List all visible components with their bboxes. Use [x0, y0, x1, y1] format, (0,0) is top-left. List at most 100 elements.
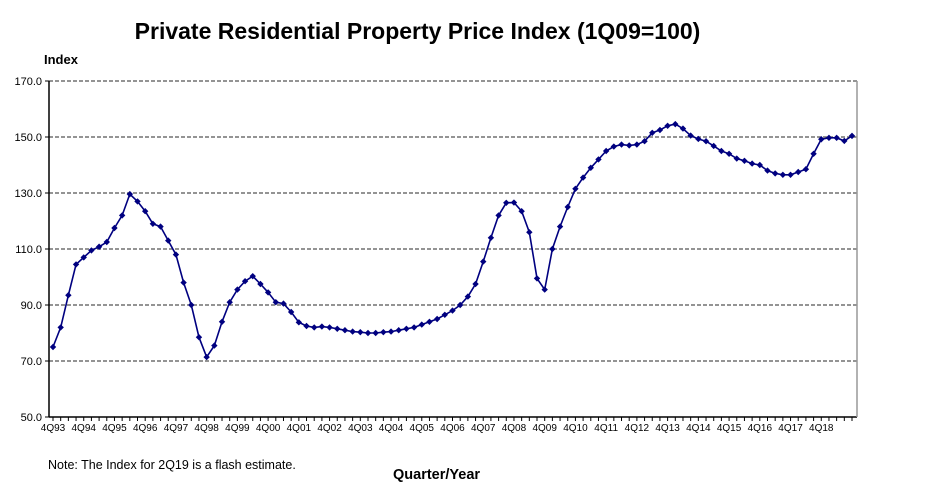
x-tick-label: 4Q13 [655, 423, 680, 434]
data-point [579, 174, 587, 181]
data-point [487, 234, 495, 241]
x-tick-label: 4Q96 [133, 423, 158, 434]
data-point [533, 275, 541, 282]
data-point [311, 324, 318, 331]
data-point [341, 327, 349, 334]
x-tick-label: 4Q09 [532, 423, 557, 434]
data-point [149, 220, 157, 227]
data-point [587, 164, 594, 171]
data-point [718, 147, 725, 155]
x-tick-label: 4Q99 [225, 423, 250, 434]
data-point [456, 301, 464, 309]
data-point [172, 251, 180, 258]
data-point [141, 208, 149, 215]
data-point [111, 224, 118, 232]
data-point [748, 160, 756, 167]
x-tick-label: 4Q11 [594, 423, 618, 434]
y-tick-label: 50.0 [21, 412, 42, 424]
x-tick-label: 4Q93 [41, 423, 66, 434]
data-point [733, 155, 740, 162]
data-point [264, 289, 272, 296]
data-point [526, 229, 533, 236]
data-point [364, 329, 372, 337]
data-point [165, 237, 172, 244]
data-point [449, 307, 456, 314]
data-point [134, 198, 141, 205]
data-point [725, 150, 733, 157]
data-point [441, 311, 449, 318]
x-tick-label: 4Q07 [471, 423, 496, 434]
data-point [802, 166, 810, 173]
data-point [287, 308, 295, 316]
x-tick-label: 4Q10 [563, 423, 588, 434]
series-line [52, 123, 853, 359]
x-tick-label: 4Q03 [348, 423, 373, 434]
y-tick-label: 110.0 [15, 244, 42, 256]
y-axis-ticks: 50.0 70.0 90.0 110.0 130.0 150.0 170.0 [14, 76, 49, 424]
data-point [295, 319, 303, 326]
x-tick-label: 4Q12 [625, 423, 650, 434]
x-axis-label: Quarter/Year [393, 467, 481, 483]
data-point [810, 150, 817, 157]
x-tick-label: 4Q06 [440, 423, 465, 434]
data-point [203, 353, 210, 361]
data-point [756, 161, 764, 169]
data-point [249, 272, 256, 280]
data-point [664, 122, 671, 129]
x-tick-label: 4Q98 [194, 423, 219, 434]
chart-title: Private Residential Property Price Index… [134, 18, 701, 44]
data-point [410, 324, 418, 331]
data-point [195, 334, 203, 341]
data-point [464, 293, 472, 300]
data-point [188, 301, 195, 309]
data-point [65, 292, 72, 299]
data-point [480, 258, 487, 265]
data-point [303, 322, 310, 330]
data-point [510, 199, 518, 206]
y-tick-label: 170.0 [14, 76, 42, 88]
data-point [833, 134, 840, 142]
data-point [372, 329, 379, 337]
x-tick-label: 4Q02 [317, 423, 342, 434]
data-point [272, 299, 279, 306]
x-tick-label: 4Q00 [256, 423, 281, 434]
x-tick-label: 4Q15 [717, 423, 742, 434]
data-point [180, 279, 187, 286]
y-tick-label: 90.0 [21, 300, 42, 312]
data-point [572, 185, 579, 192]
data-point [126, 190, 134, 198]
data-point [641, 138, 648, 145]
y-tick-label: 70.0 [21, 356, 42, 368]
data-point [241, 278, 249, 285]
data-point [395, 327, 402, 334]
data-point [602, 147, 610, 155]
data-point [549, 245, 556, 253]
data-point [633, 141, 641, 148]
x-tick-label: 4Q16 [748, 423, 773, 434]
x-tick-label: 4Q17 [778, 423, 803, 434]
data-point [595, 156, 602, 163]
x-tick-label: 4Q18 [809, 423, 834, 434]
x-tick-label: 4Q95 [102, 423, 127, 434]
data-point [741, 157, 748, 164]
series-group [49, 120, 856, 361]
data-point [49, 343, 57, 351]
data-point [649, 129, 656, 136]
data-point [787, 171, 794, 178]
data-point [695, 135, 702, 143]
data-point [380, 328, 387, 336]
data-point [472, 280, 479, 288]
data-point [556, 223, 564, 230]
data-point [334, 325, 341, 332]
x-tick-label: 4Q01 [287, 423, 312, 434]
data-point [226, 299, 233, 306]
data-point [541, 286, 548, 293]
x-tick-label: 4Q08 [502, 423, 527, 434]
x-axis-ticks: 4Q93 4Q94 4Q95 4Q96 4Q97 4Q98 4Q99 4Q00 4Q01 4Q02… [41, 417, 853, 434]
data-point [218, 318, 226, 325]
data-point [702, 138, 710, 145]
data-point [503, 199, 510, 206]
data-point [779, 171, 787, 178]
data-point [610, 143, 618, 150]
